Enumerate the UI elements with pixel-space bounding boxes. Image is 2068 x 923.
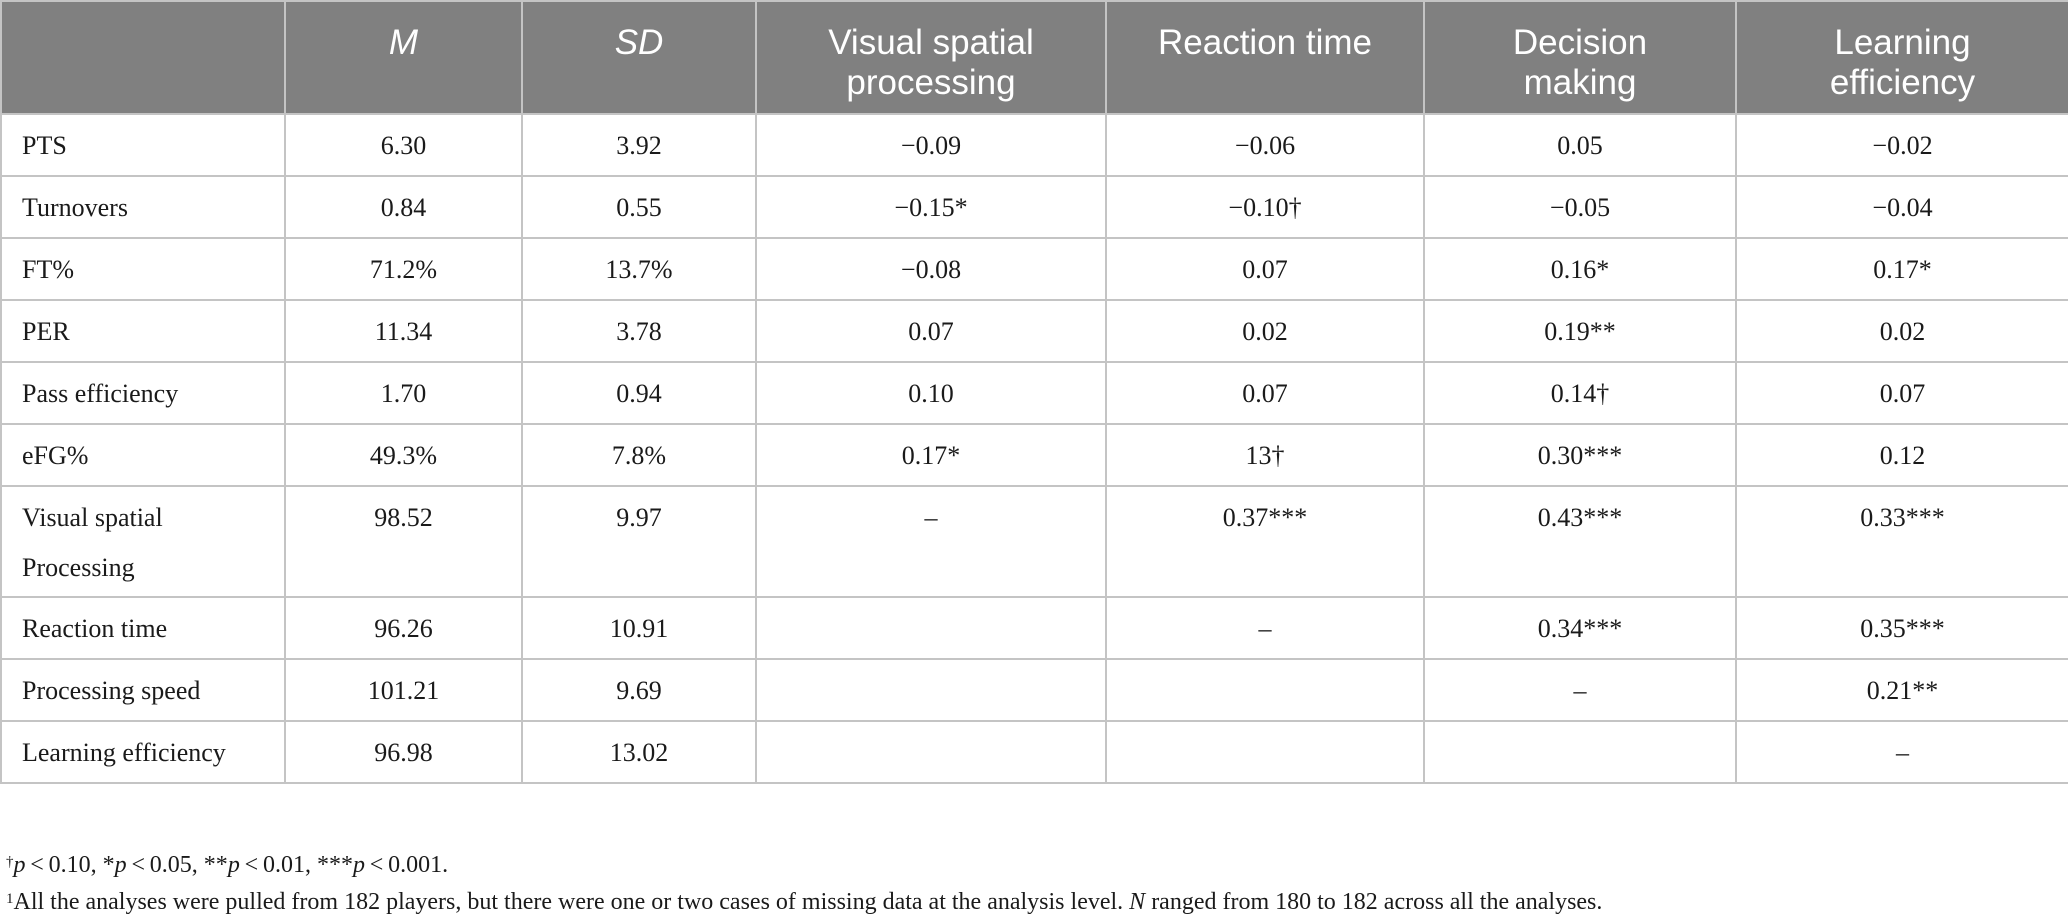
- cell: 0.07: [1735, 361, 2068, 425]
- dagger-marker: †: [6, 854, 14, 870]
- table-row: Learning efficiency 96.98 13.02 –: [0, 720, 2068, 784]
- table-row: PTS 6.30 3.92 −0.09 −0.06 0.05 −0.02: [0, 113, 2068, 177]
- cell: 0.21**: [1735, 658, 2068, 722]
- cell: −0.10†: [1105, 175, 1425, 239]
- cell: −0.08: [755, 237, 1107, 301]
- cell: 0.07: [1105, 237, 1425, 301]
- cell: 0.07: [1105, 361, 1425, 425]
- cell: 0.10: [755, 361, 1107, 425]
- row-label: eFG%: [0, 423, 286, 487]
- cell: 0.17*: [1735, 237, 2068, 301]
- significance-footnote: †p < 0.10, *p < 0.05, **p < 0.01, ***p <…: [6, 852, 449, 878]
- correlation-table: M SD Visual spatial processing Reaction t…: [0, 0, 2068, 784]
- table-row: Processing speed 101.21 9.69 – 0.21**: [0, 658, 2068, 722]
- cell: 0.17*: [755, 423, 1107, 487]
- cell: 9.69: [521, 658, 757, 722]
- cell: 98.52: [284, 485, 523, 598]
- cell: 9.97: [521, 485, 757, 598]
- cell: 11.34: [284, 299, 523, 363]
- table-row: Pass efficiency 1.70 0.94 0.10 0.07 0.14…: [0, 361, 2068, 425]
- cell: 0.02: [1105, 299, 1425, 363]
- cell: 0.05: [1423, 113, 1737, 177]
- table-row: FT% 71.2% 13.7% −0.08 0.07 0.16* 0.17*: [0, 237, 2068, 301]
- row-label: Pass efficiency: [0, 361, 286, 425]
- row-label: PER: [0, 299, 286, 363]
- header-visual-spatial: Visual spatial processing: [755, 0, 1107, 115]
- cell: 3.92: [521, 113, 757, 177]
- header-row: M SD Visual spatial processing Reaction t…: [0, 0, 2068, 115]
- cell: –: [755, 485, 1107, 598]
- row-label: Learning efficiency: [0, 720, 286, 784]
- table-row: PER 11.34 3.78 0.07 0.02 0.19** 0.02: [0, 299, 2068, 363]
- cell: 0.16*: [1423, 237, 1737, 301]
- cell: −0.15*: [755, 175, 1107, 239]
- header-mean: M: [284, 0, 523, 115]
- cell: 0.37***: [1105, 485, 1425, 598]
- cell: 10.91: [521, 596, 757, 660]
- cell: −0.09: [755, 113, 1107, 177]
- row-label: Turnovers: [0, 175, 286, 239]
- cell: 0.55: [521, 175, 757, 239]
- cell: 96.98: [284, 720, 523, 784]
- cell: 0.94: [521, 361, 757, 425]
- row-label: Visual spatial Processing: [0, 485, 286, 598]
- cell: 13†: [1105, 423, 1425, 487]
- cell: [755, 658, 1107, 722]
- header-empty: [0, 0, 286, 115]
- footnote-marker: 1: [6, 891, 14, 907]
- cell: 0.14†: [1423, 361, 1737, 425]
- cell: 49.3%: [284, 423, 523, 487]
- cell: 71.2%: [284, 237, 523, 301]
- cell: [1105, 658, 1425, 722]
- cell: –: [1735, 720, 2068, 784]
- cell: −0.06: [1105, 113, 1425, 177]
- cell: 0.33***: [1735, 485, 2068, 598]
- header-learning-efficiency: Learning efficiency: [1735, 0, 2068, 115]
- cell: [755, 596, 1107, 660]
- sample-footnote: 1All the analyses were pulled from 182 p…: [6, 889, 1603, 915]
- cell: 0.35***: [1735, 596, 2068, 660]
- row-label: Reaction time: [0, 596, 286, 660]
- cell: 0.02: [1735, 299, 2068, 363]
- cell: 0.34***: [1423, 596, 1737, 660]
- cell: 0.07: [755, 299, 1107, 363]
- table-row: Reaction time 96.26 10.91 – 0.34*** 0.35…: [0, 596, 2068, 660]
- header-reaction-time: Reaction time: [1105, 0, 1425, 115]
- cell: [755, 720, 1107, 784]
- cell: 101.21: [284, 658, 523, 722]
- row-label: FT%: [0, 237, 286, 301]
- cell: −0.02: [1735, 113, 2068, 177]
- cell: 0.30***: [1423, 423, 1737, 487]
- cell: 0.84: [284, 175, 523, 239]
- row-label: Processing speed: [0, 658, 286, 722]
- cell: 0.19**: [1423, 299, 1737, 363]
- cell: 7.8%: [521, 423, 757, 487]
- cell: 13.7%: [521, 237, 757, 301]
- cell: 96.26: [284, 596, 523, 660]
- cell: −0.05: [1423, 175, 1737, 239]
- table-row: Visual spatial Processing 98.52 9.97 – 0.…: [0, 485, 2068, 598]
- header-sd: SD: [521, 0, 757, 115]
- cell: [1105, 720, 1425, 784]
- table-row: Turnovers 0.84 0.55 −0.15* −0.10† −0.05 …: [0, 175, 2068, 239]
- header-decision-making: Decision making: [1423, 0, 1737, 115]
- cell: 13.02: [521, 720, 757, 784]
- cell: −0.04: [1735, 175, 2068, 239]
- row-label: PTS: [0, 113, 286, 177]
- cell: 0.43***: [1423, 485, 1737, 598]
- cell: 1.70: [284, 361, 523, 425]
- cell: –: [1423, 658, 1737, 722]
- cell: 3.78: [521, 299, 757, 363]
- cell: 0.12: [1735, 423, 2068, 487]
- cell: 6.30: [284, 113, 523, 177]
- cell: [1423, 720, 1737, 784]
- table-row: eFG% 49.3% 7.8% 0.17* 13† 0.30*** 0.12: [0, 423, 2068, 487]
- cell: –: [1105, 596, 1425, 660]
